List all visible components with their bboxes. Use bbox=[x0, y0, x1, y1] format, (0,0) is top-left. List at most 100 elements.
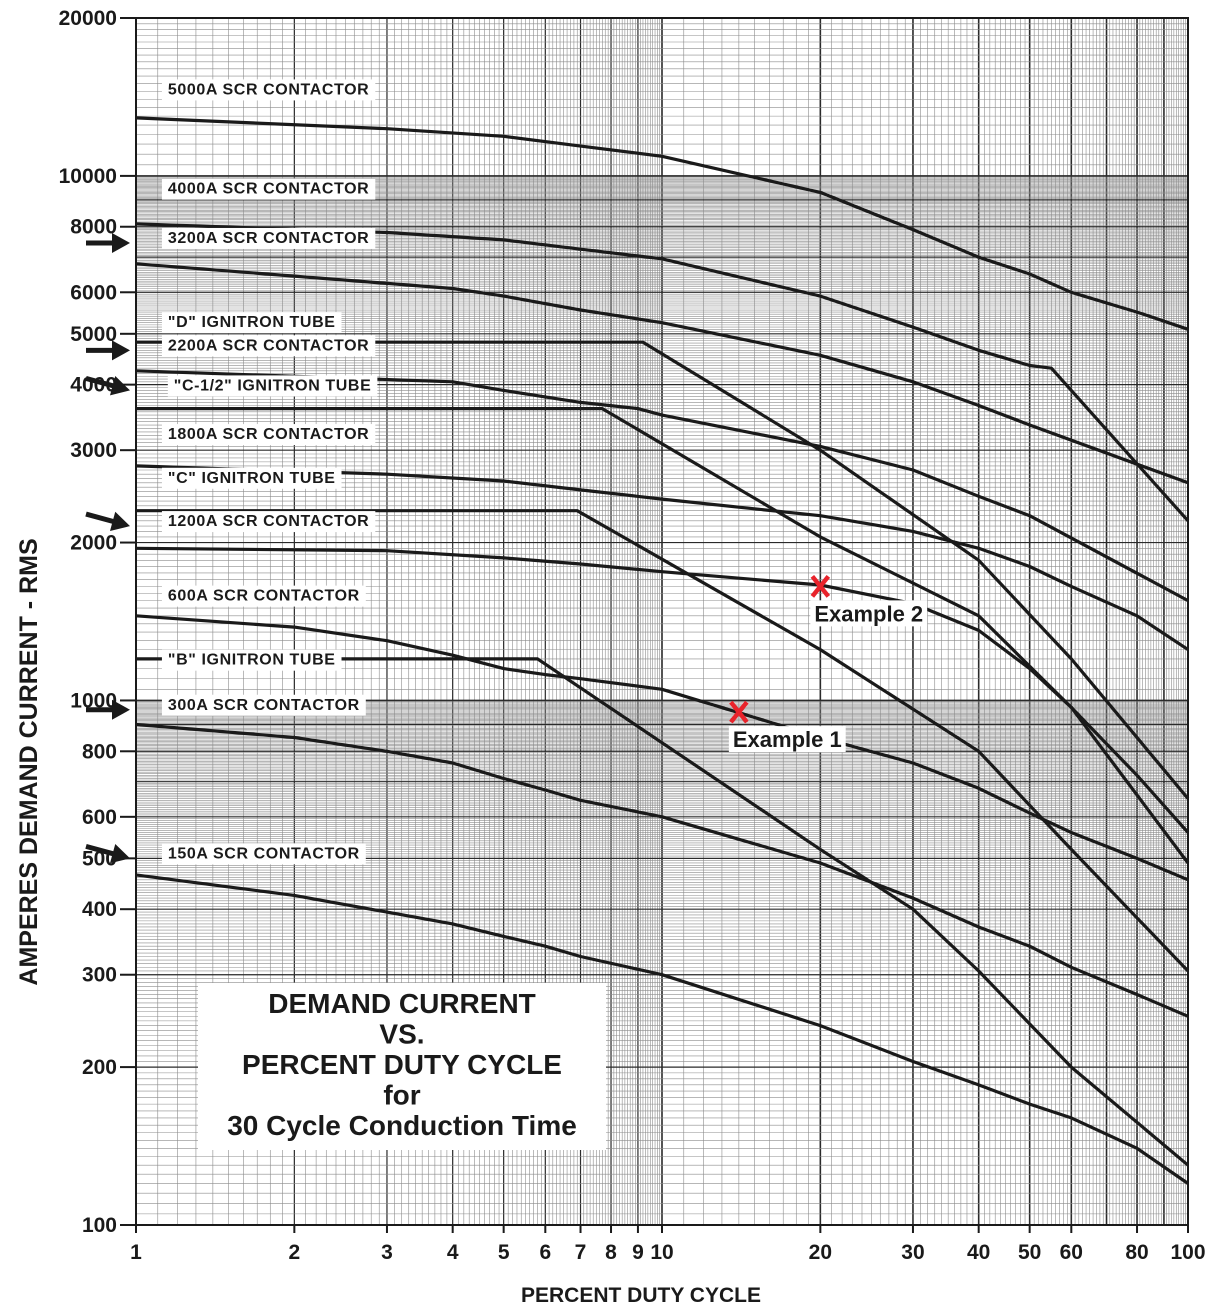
curve-label: "C-1/2" IGNITRON TUBE bbox=[167, 375, 378, 397]
y-tick-label: 1000 bbox=[70, 689, 117, 712]
curve-label-bg bbox=[161, 467, 342, 489]
curve-label: "B" IGNITRON TUBE bbox=[161, 649, 342, 671]
curve-line bbox=[135, 464, 1189, 651]
curve-label-bg bbox=[161, 178, 376, 200]
arrow-icon bbox=[85, 375, 130, 396]
y-axis-title: AMPERES DEMAND CURRENT - RMS bbox=[15, 538, 43, 985]
curve-label-text: 5000A SCR CONTACTOR bbox=[168, 81, 369, 98]
chart-title-line: VS. bbox=[379, 1019, 424, 1050]
curve-label: 300A SCR CONTACTOR bbox=[161, 694, 366, 716]
example-label: Example 1 bbox=[733, 727, 842, 752]
y-tick-label: 400 bbox=[82, 898, 117, 921]
arrow-icon bbox=[85, 843, 130, 864]
curve-label-bg bbox=[161, 511, 376, 533]
curve-line bbox=[135, 722, 1189, 1018]
y-tick-label: 100 bbox=[82, 1214, 117, 1237]
curve-label-bg bbox=[161, 649, 342, 671]
curve-label-bg bbox=[161, 585, 366, 607]
arrow-icon bbox=[85, 511, 130, 531]
x-tick-label: 7 bbox=[575, 1241, 587, 1264]
curve-label-text: "C-1/2" IGNITRON TUBE bbox=[174, 377, 372, 394]
curve-label-text: "C" IGNITRON TUBE bbox=[168, 470, 336, 487]
example-label-bg bbox=[810, 600, 928, 627]
curve-label-text: "B" IGNITRON TUBE bbox=[168, 652, 336, 669]
arrow-shaft bbox=[85, 511, 118, 525]
curve-line bbox=[135, 873, 1189, 1185]
curve-line bbox=[136, 407, 1190, 864]
arrow-shaft bbox=[85, 375, 118, 390]
x-tick-label: 60 bbox=[1060, 1241, 1083, 1264]
curve-line bbox=[135, 546, 1190, 834]
curve-label-bg bbox=[161, 335, 376, 357]
x-mark-icon bbox=[729, 700, 749, 724]
y-tick-label: 20000 bbox=[59, 7, 117, 30]
x-tick-label: 5 bbox=[498, 1241, 510, 1264]
curve-label: 5000A SCR CONTACTOR bbox=[161, 79, 376, 101]
x-tick-label: 50 bbox=[1018, 1241, 1041, 1264]
chart-axes: 20000 10000 8000 6000 5000 4000 3000 2000 1000 80… bbox=[59, 7, 1206, 1264]
chart-curves bbox=[135, 116, 1190, 1185]
y-tick-label: 10000 bbox=[59, 165, 117, 188]
arrow-head bbox=[112, 699, 130, 720]
arrow-icon bbox=[86, 340, 130, 361]
x-tick-label: 80 bbox=[1125, 1241, 1148, 1264]
arrow-shaft bbox=[85, 843, 118, 858]
curve-line bbox=[135, 262, 1189, 485]
curve-label-bg bbox=[161, 79, 376, 101]
chart-title-line: 30 Cycle Conduction Time bbox=[227, 1110, 577, 1141]
x-mark-icon bbox=[810, 574, 831, 598]
x-tick-label: 4 bbox=[447, 1241, 459, 1264]
curve-line bbox=[136, 657, 1190, 1167]
curve-label-text: 4000A SCR CONTACTOR bbox=[168, 181, 369, 198]
curve-label-text: 3200A SCR CONTACTOR bbox=[168, 230, 369, 247]
example-label: Example 2 bbox=[814, 601, 923, 626]
y-tick-label: 6000 bbox=[70, 281, 117, 304]
x-tick-label: 30 bbox=[901, 1241, 924, 1264]
curve-label-text: 1800A SCR CONTACTOR bbox=[168, 426, 369, 443]
curve-label: 3200A SCR CONTACTOR bbox=[161, 227, 376, 249]
curve-line bbox=[136, 509, 1190, 973]
x-tick-label: 100 bbox=[1170, 1241, 1205, 1264]
x-tick-label: 3 bbox=[381, 1241, 393, 1264]
y-tick-label: 8000 bbox=[70, 216, 117, 239]
y-tick-label: 800 bbox=[82, 740, 117, 763]
curve-label: 150A SCR CONTACTOR bbox=[161, 843, 366, 865]
example-marker: Example 1 bbox=[728, 700, 846, 753]
example-markers: Example 1 Example 2 bbox=[728, 574, 928, 753]
x-tick-label: 20 bbox=[809, 1241, 832, 1264]
y-tick-label: 600 bbox=[82, 806, 117, 829]
curve-label-text: 150A SCR CONTACTOR bbox=[168, 845, 360, 862]
curve-label: "D" IGNITRON TUBE bbox=[161, 312, 342, 334]
example-label-bg bbox=[728, 726, 846, 753]
chart-title-line: for bbox=[383, 1080, 420, 1111]
curve-label-bg bbox=[161, 843, 366, 865]
y-tick-label: 200 bbox=[82, 1056, 117, 1079]
x-tick-label: 2 bbox=[288, 1241, 300, 1264]
y-tick-label: 2000 bbox=[70, 532, 117, 555]
curve-label: 4000A SCR CONTACTOR bbox=[161, 178, 376, 200]
x-tick-label: 6 bbox=[539, 1241, 551, 1264]
curve-label-text: 600A SCR CONTACTOR bbox=[168, 588, 360, 605]
arrow-head bbox=[112, 340, 130, 361]
arrow-head bbox=[110, 511, 130, 531]
y-tick-label: 3000 bbox=[70, 439, 117, 462]
curve-label-text: "D" IGNITRON TUBE bbox=[168, 314, 336, 331]
curve-line bbox=[135, 614, 1189, 882]
curve-label-bg bbox=[161, 312, 342, 334]
curve-line bbox=[136, 340, 1190, 800]
curve-label: 600A SCR CONTACTOR bbox=[161, 585, 366, 607]
chart-title-line: PERCENT DUTY CYCLE bbox=[242, 1049, 562, 1080]
arrow-icon bbox=[86, 699, 130, 720]
y-tick-label: 4000 bbox=[70, 374, 117, 397]
curve-label-bg bbox=[161, 694, 366, 716]
curve-label: 1800A SCR CONTACTOR bbox=[161, 424, 376, 446]
curve-label-text: 2200A SCR CONTACTOR bbox=[168, 337, 369, 354]
arrow-head bbox=[110, 376, 130, 396]
x-tick-label: 40 bbox=[967, 1241, 990, 1264]
example-marker: Example 2 bbox=[810, 574, 928, 627]
x-tick-label: 8 bbox=[605, 1241, 617, 1264]
curve-labels: 5000A SCR CONTACTOR 4000A SCR CONTACTOR 32… bbox=[161, 79, 378, 865]
curve-label-text: 300A SCR CONTACTOR bbox=[168, 697, 360, 714]
arrow-head bbox=[110, 843, 130, 864]
